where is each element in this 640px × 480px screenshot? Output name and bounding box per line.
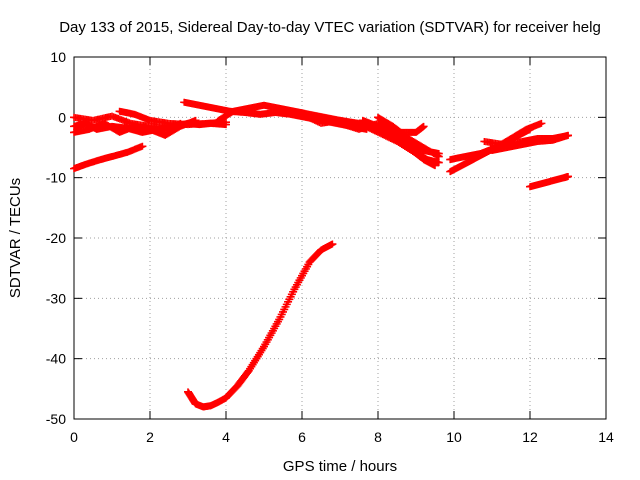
series-arc-16 <box>480 131 572 148</box>
data-point <box>222 118 230 126</box>
x-tick-label: 8 <box>374 429 382 445</box>
series-arc-6 <box>184 240 337 411</box>
x-axis-label: GPS time / hours <box>283 458 397 475</box>
series-arc-7 <box>180 98 371 133</box>
data-point <box>434 153 443 161</box>
y-tick-label: -20 <box>46 230 66 246</box>
data-point <box>564 172 572 180</box>
data-point <box>328 240 337 248</box>
x-tick-label: 4 <box>222 429 230 445</box>
y-tick-label: 10 <box>50 49 66 65</box>
x-tick-label: 0 <box>70 429 78 445</box>
y-tick-label: -30 <box>46 290 66 306</box>
y-tick-label: -40 <box>46 351 66 367</box>
series-arc-17 <box>526 172 572 191</box>
series-arc-12 <box>358 116 439 170</box>
series-arc-5 <box>70 142 147 173</box>
y-axis-label: SDTVAR / TECUs <box>7 178 24 298</box>
data-point <box>537 119 546 127</box>
data-point <box>564 131 572 139</box>
data-series <box>70 98 572 411</box>
grid-lines <box>74 57 606 419</box>
y-tick-label: -50 <box>46 411 66 427</box>
chart-title: Day 133 of 2015, Sidereal Day-to-day VTE… <box>59 19 601 36</box>
x-tick-label: 6 <box>298 429 306 445</box>
data-point <box>431 162 439 170</box>
series-arc-11 <box>374 113 443 161</box>
series-arc-4 <box>115 107 230 129</box>
data-point <box>419 122 428 130</box>
data-point <box>138 142 147 150</box>
y-tick-label: -10 <box>46 170 66 186</box>
axis-ticks: 0 2 4 6 8 10 12 14 -50 -40 -30 -20 -10 0 10 <box>46 49 614 445</box>
x-tick-label: 12 <box>522 429 538 445</box>
y-tick-label: 0 <box>58 109 66 125</box>
data-point <box>526 125 534 133</box>
x-tick-label: 2 <box>146 429 154 445</box>
x-tick-label: 14 <box>598 429 614 445</box>
x-tick-label: 10 <box>446 429 462 445</box>
